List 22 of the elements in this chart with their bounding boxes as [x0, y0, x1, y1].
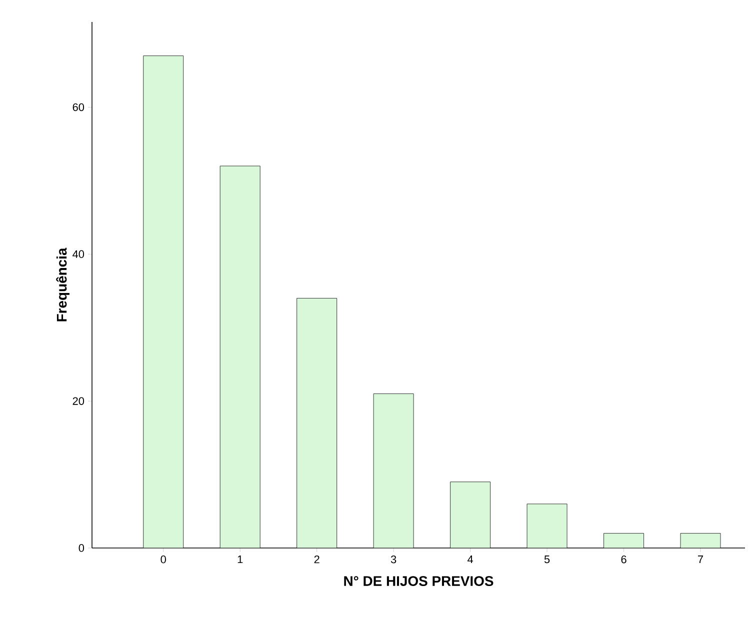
- bar: [373, 394, 414, 548]
- y-axis-title: Frequência: [56, 248, 70, 322]
- bar: [526, 504, 568, 548]
- bar: [680, 533, 721, 548]
- x-tick-label: 0: [160, 556, 166, 564]
- x-tick-label: 1: [238, 556, 243, 564]
- bar: [143, 56, 184, 548]
- bar: [296, 298, 338, 548]
- x-tick-label: 6: [621, 556, 626, 564]
- bar: [450, 482, 490, 548]
- bar: [604, 533, 644, 548]
- x-tick-label: 2: [314, 556, 320, 564]
- y-tick-label: 20: [72, 397, 84, 405]
- bar: [220, 166, 260, 548]
- x-tick-label: 3: [390, 556, 396, 564]
- y-tick-label: 60: [72, 103, 84, 112]
- y-tick-label: 0: [78, 544, 84, 552]
- x-tick-label: 5: [544, 556, 550, 564]
- x-tick-label: 4: [468, 556, 474, 564]
- y-tick-label: 40: [72, 250, 84, 258]
- x-axis-title: N° DE HIJOS PREVIOS: [344, 576, 494, 586]
- x-tick-label: 7: [698, 556, 703, 564]
